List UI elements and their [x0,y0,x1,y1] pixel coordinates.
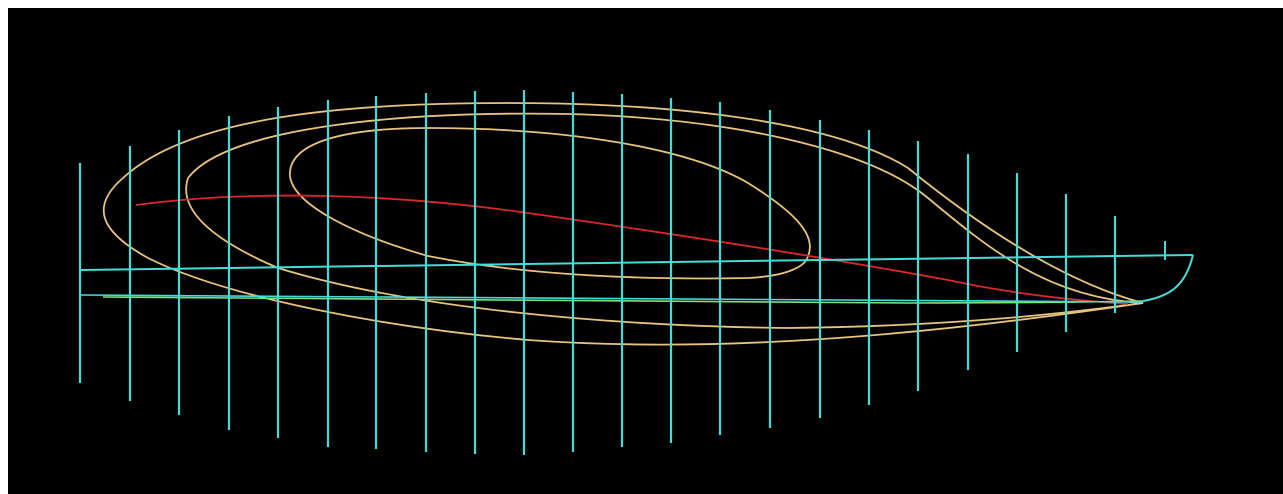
sheer-line [136,196,1128,304]
waterline-3 [290,128,810,278]
transom-curve [1143,255,1193,301]
hull-lines-drawing [8,8,1283,494]
cad-viewport[interactable] [8,8,1283,494]
deck-line [80,255,1193,270]
waterlines-group [104,103,1143,345]
sheer-group [136,196,1128,304]
stations-group [80,90,1115,455]
